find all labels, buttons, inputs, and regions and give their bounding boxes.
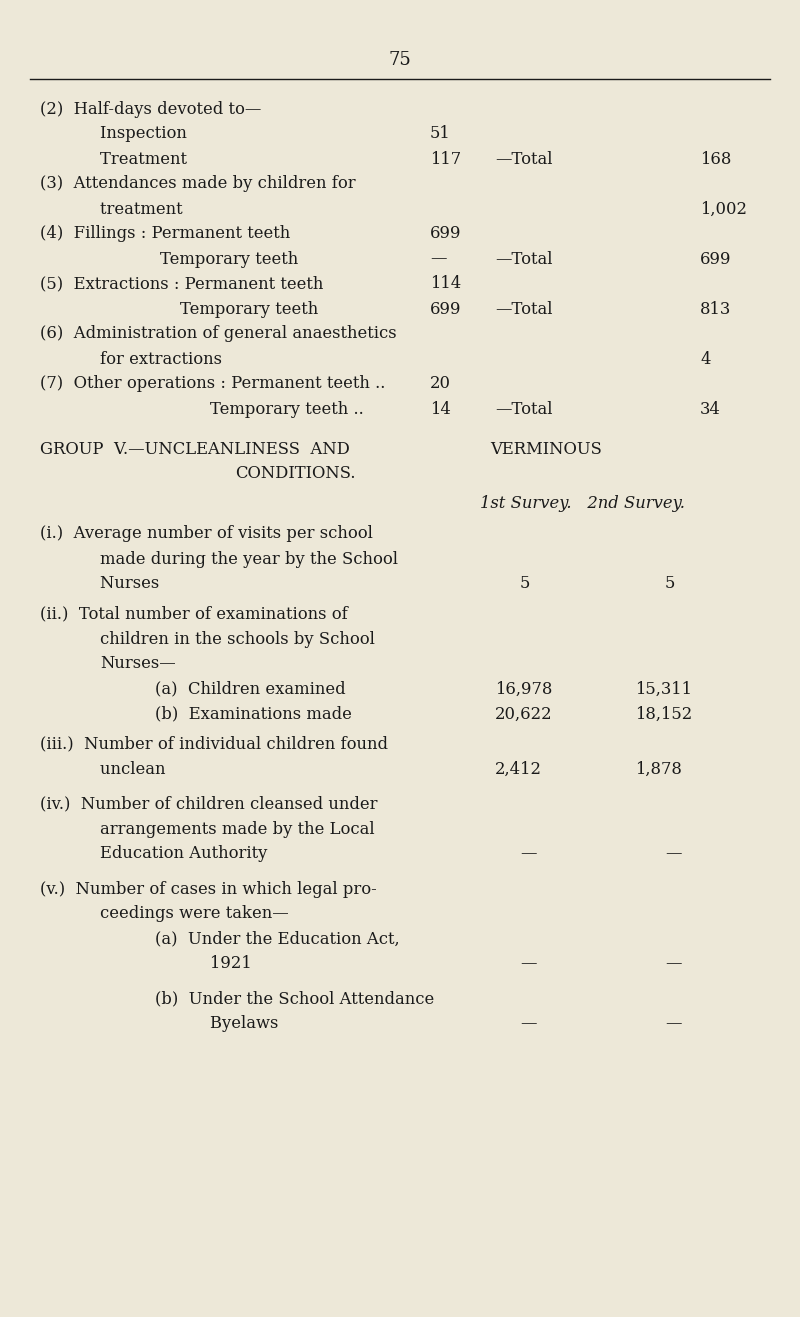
Text: 18,152: 18,152 — [635, 706, 692, 723]
Text: 5: 5 — [665, 576, 675, 593]
Text: —Total: —Total — [495, 250, 553, 267]
Text: —Total: —Total — [495, 150, 553, 167]
Text: Nurses—: Nurses— — [100, 656, 176, 673]
Text: Temporary teeth: Temporary teeth — [160, 250, 366, 267]
Text: (3)  Attendances made by children for: (3) Attendances made by children for — [40, 175, 356, 192]
Text: (b)  Under the School Attendance: (b) Under the School Attendance — [155, 990, 434, 1008]
Text: 1,878: 1,878 — [635, 760, 682, 777]
Text: (a)  Under the Education Act,: (a) Under the Education Act, — [155, 931, 400, 947]
Text: Inspection: Inspection — [100, 125, 308, 142]
Text: —: — — [520, 956, 537, 972]
Text: 114: 114 — [430, 275, 462, 292]
Text: —: — — [665, 846, 682, 863]
Text: (5)  Extractions : Permanent teeth: (5) Extractions : Permanent teeth — [40, 275, 360, 292]
Text: 5: 5 — [520, 576, 530, 593]
Text: —: — — [520, 846, 537, 863]
Text: 20: 20 — [430, 375, 451, 392]
Text: (b)  Examinations made: (b) Examinations made — [155, 706, 410, 723]
Text: 117: 117 — [430, 150, 461, 167]
Text: 4: 4 — [700, 350, 710, 367]
Text: —: — — [520, 1015, 537, 1033]
Text: (ii.)  Total number of examinations of: (ii.) Total number of examinations of — [40, 606, 348, 623]
Text: ceedings were taken—: ceedings were taken— — [100, 906, 289, 922]
Text: 75: 75 — [389, 51, 411, 68]
Text: —Total: —Total — [495, 300, 553, 317]
Text: Nurses: Nurses — [100, 576, 327, 593]
Text: (i.)  Average number of visits per school: (i.) Average number of visits per school — [40, 525, 373, 543]
Text: Temporary teeth: Temporary teeth — [180, 300, 360, 317]
Text: CONDITIONS.: CONDITIONS. — [235, 465, 355, 482]
Text: 1,002: 1,002 — [700, 200, 747, 217]
Text: arrangements made by the Local: arrangements made by the Local — [100, 820, 374, 838]
Text: 14: 14 — [430, 400, 451, 417]
Text: 15,311: 15,311 — [635, 681, 692, 698]
Text: —: — — [665, 956, 682, 972]
Text: (7)  Other operations : Permanent teeth ..: (7) Other operations : Permanent teeth .… — [40, 375, 386, 392]
Text: Education Authority: Education Authority — [100, 846, 325, 863]
Text: (iii.)  Number of individual children found: (iii.) Number of individual children fou… — [40, 735, 388, 752]
Text: for extractions: for extractions — [100, 350, 332, 367]
Text: 16,978: 16,978 — [495, 681, 552, 698]
Text: (2)  Half-days devoted to—: (2) Half-days devoted to— — [40, 100, 262, 117]
Text: 813: 813 — [700, 300, 731, 317]
Text: —: — — [430, 250, 446, 267]
Text: Byelaws: Byelaws — [210, 1015, 399, 1033]
Text: 168: 168 — [700, 150, 731, 167]
Text: children in the schools by School: children in the schools by School — [100, 631, 375, 648]
Text: unclean: unclean — [100, 760, 307, 777]
Text: (v.)  Number of cases in which legal pro-: (v.) Number of cases in which legal pro- — [40, 881, 377, 897]
Text: 20,622: 20,622 — [495, 706, 553, 723]
Text: (a)  Children examined: (a) Children examined — [155, 681, 409, 698]
Text: 1921: 1921 — [210, 956, 383, 972]
Text: (4)  Fillings : Permanent teeth: (4) Fillings : Permanent teeth — [40, 225, 348, 242]
Text: 2,412: 2,412 — [495, 760, 542, 777]
Text: made during the year by the School: made during the year by the School — [100, 551, 398, 568]
Text: (6)  Administration of general anaesthetics: (6) Administration of general anaestheti… — [40, 325, 397, 342]
Text: 699: 699 — [430, 225, 462, 242]
Text: GROUP  V.—UNCLEANLINESS  AND: GROUP V.—UNCLEANLINESS AND — [40, 440, 350, 457]
Text: 699: 699 — [430, 300, 462, 317]
Text: treatment: treatment — [100, 200, 314, 217]
Text: —: — — [665, 1015, 682, 1033]
Text: 699: 699 — [700, 250, 731, 267]
Text: 34: 34 — [700, 400, 721, 417]
Text: Treatment: Treatment — [100, 150, 302, 167]
Text: (iv.)  Number of children cleansed under: (iv.) Number of children cleansed under — [40, 795, 378, 813]
Text: VERMINOUS: VERMINOUS — [490, 440, 602, 457]
Text: 1st Survey.   2nd Survey.: 1st Survey. 2nd Survey. — [480, 495, 685, 512]
Text: —Total: —Total — [495, 400, 553, 417]
Text: 51: 51 — [430, 125, 450, 142]
Text: Temporary teeth ..: Temporary teeth .. — [210, 400, 364, 417]
